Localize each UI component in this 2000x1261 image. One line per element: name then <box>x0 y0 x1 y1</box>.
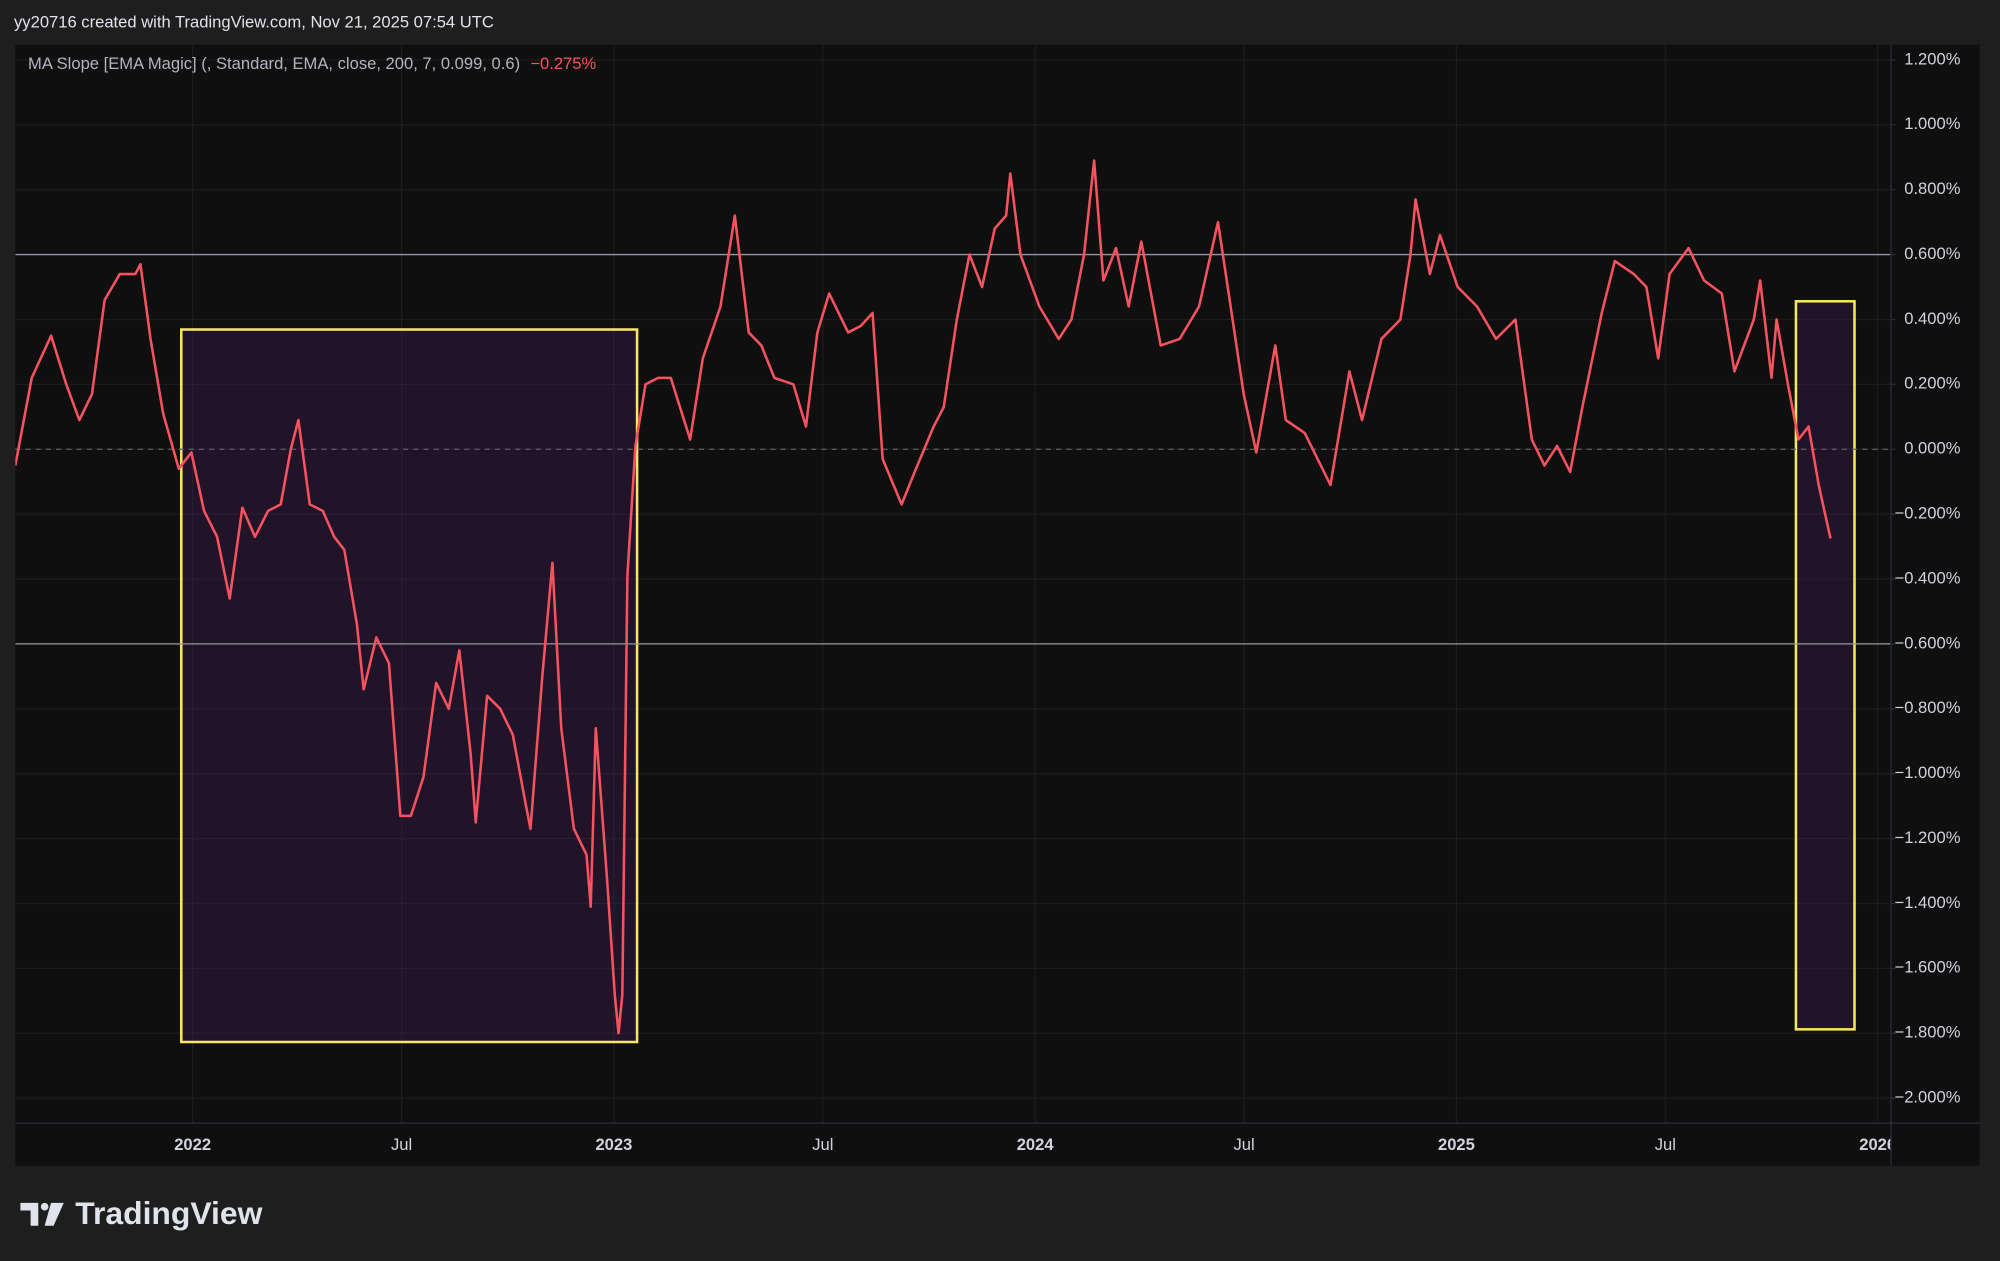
y-tick-label: −1.400% <box>1895 893 1961 912</box>
y-tick-label: 1.000% <box>1904 114 1960 133</box>
y-tick-label: 0.600% <box>1904 244 1960 263</box>
logo-dot <box>40 1202 49 1211</box>
header: yy20716 created with TradingView.com, No… <box>14 12 494 31</box>
brand: TradingView <box>75 1195 262 1231</box>
y-tick-label: −1.200% <box>1895 828 1961 847</box>
series-line <box>15 159 1832 1035</box>
indicator-legend: MA Slope [EMA Magic] (, Standard, EMA, c… <box>28 54 596 73</box>
y-tick-label: −1.000% <box>1895 763 1961 782</box>
chart-panel <box>15 44 1980 1166</box>
brand-logo <box>20 1202 64 1226</box>
x-tick-label: 2024 <box>1017 1135 1055 1154</box>
y-tick-label: −0.600% <box>1895 633 1961 652</box>
x-tick-label: 2026 <box>1859 1135 1896 1154</box>
y-tick-label: 0.000% <box>1904 439 1960 458</box>
y-tick-label: −1.600% <box>1895 958 1961 977</box>
logo-slash <box>44 1202 64 1226</box>
highlight-box <box>180 328 639 1044</box>
highlight-box <box>1794 300 1856 1031</box>
y-tick-label: 0.400% <box>1904 309 1960 328</box>
time-axis: 2022 Jul 2023 Jul 2024 Jul 2025 Jul 2026 <box>174 1135 1896 1154</box>
y-tick-label: −0.400% <box>1895 568 1961 587</box>
x-tick-label: Jul <box>1655 1135 1676 1154</box>
y-tick-label: −0.200% <box>1895 504 1961 523</box>
x-tick-label: 2025 <box>1438 1135 1475 1154</box>
y-tick-label: 0.800% <box>1904 179 1960 198</box>
x-tick-label: Jul <box>1234 1135 1255 1154</box>
x-tick-label: Jul <box>391 1135 412 1154</box>
logo-bar <box>20 1202 39 1226</box>
y-tick-label: −2.000% <box>1895 1088 1961 1107</box>
drawings <box>180 300 1856 1044</box>
y-tick-label: 1.200% <box>1904 49 1960 68</box>
x-tick-label: Jul <box>812 1135 833 1154</box>
y-tick-label: −0.800% <box>1895 698 1961 717</box>
y-tick-label: 0.200% <box>1904 374 1960 393</box>
price-axis: 1.200% 1.000% 0.800% 0.600% 0.400% 0.200% 0.00… <box>1890 49 1961 1107</box>
y-tick-label: −1.800% <box>1895 1023 1961 1042</box>
x-tick-label: 2023 <box>595 1135 632 1154</box>
x-tick-label: 2022 <box>174 1135 211 1154</box>
plot <box>15 159 1891 1035</box>
indicator-value: −0.275% <box>530 54 596 73</box>
indicator-title: MA Slope [EMA Magic] (, Standard, EMA, c… <box>28 54 520 73</box>
